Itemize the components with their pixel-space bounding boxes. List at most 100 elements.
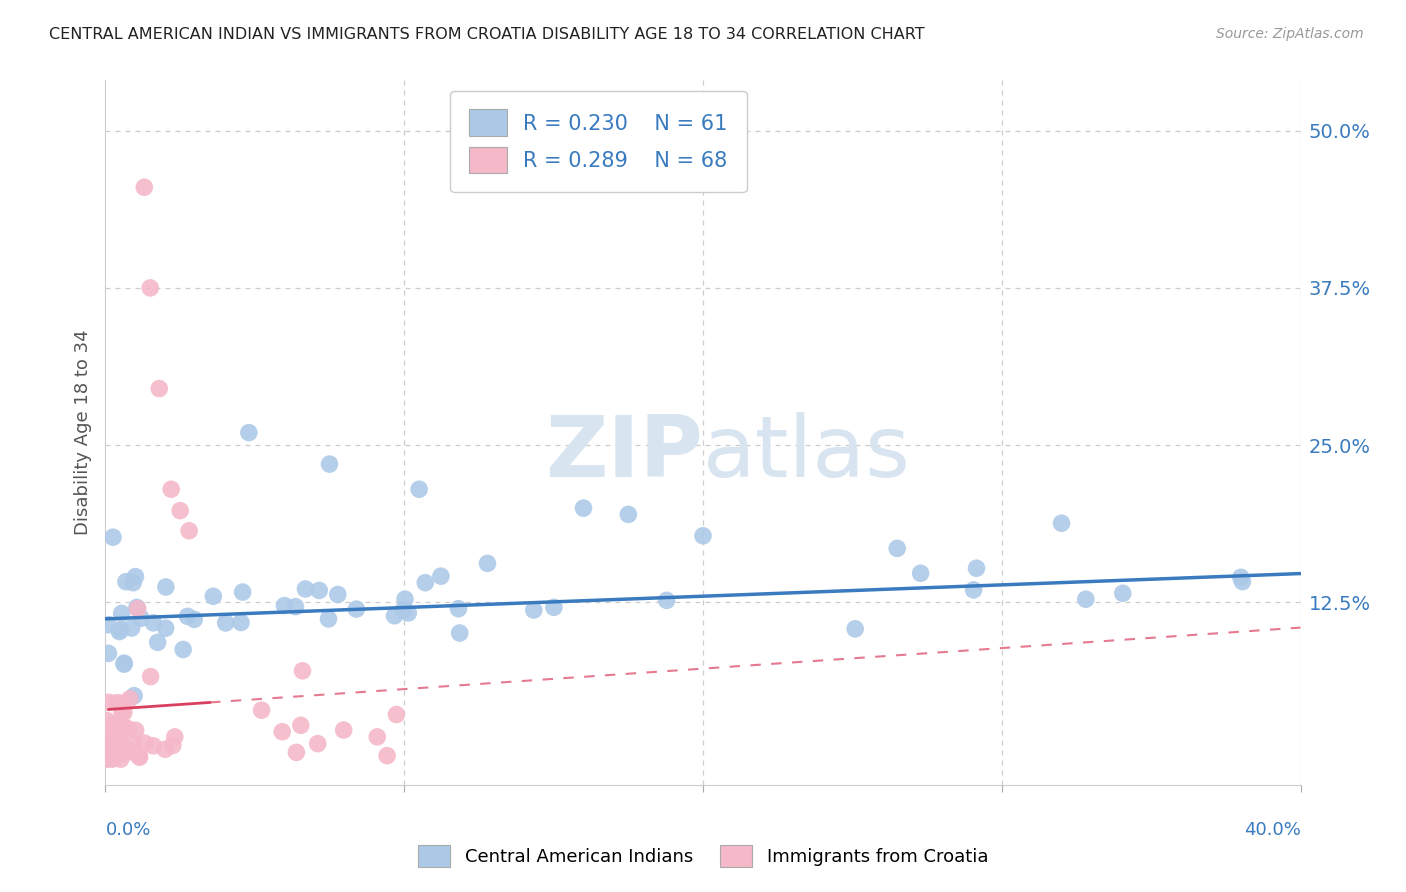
Point: [139, 670, 162, 684]
Point: [125, 723, 148, 738]
Point: [105, 733, 128, 747]
Point: [385, 707, 408, 722]
Point: [103, 717, 125, 731]
Text: CENTRAL AMERICAN INDIAN VS IMMIGRANTS FROM CROATIA DISABILITY AGE 18 TO 34 CORRE: CENTRAL AMERICAN INDIAN VS IMMIGRANTS FR…: [49, 27, 925, 42]
Point: [163, 730, 186, 744]
Point: [396, 606, 419, 620]
Point: [229, 615, 252, 630]
Point: [98, 740, 121, 755]
Point: [97, 747, 120, 762]
Point: [118, 744, 141, 758]
Point: [101, 750, 124, 764]
Point: [96, 714, 118, 728]
Point: [97, 747, 120, 761]
Point: [692, 529, 714, 543]
Point: [124, 569, 146, 583]
Point: [96, 740, 118, 755]
Point: [110, 752, 132, 766]
Point: [232, 585, 254, 599]
Point: [96, 740, 118, 755]
Text: 0.0%: 0.0%: [105, 821, 150, 838]
Point: [97, 746, 120, 760]
Point: [430, 569, 453, 583]
Point: [318, 457, 340, 471]
Point: [100, 739, 122, 754]
Point: [273, 599, 295, 613]
Text: Source: ZipAtlas.com: Source: ZipAtlas.com: [1216, 27, 1364, 41]
Point: [121, 745, 143, 759]
Point: [153, 742, 176, 756]
Point: [318, 612, 340, 626]
Point: [107, 747, 129, 762]
Point: [966, 561, 988, 575]
Point: [285, 745, 308, 759]
Point: [142, 615, 165, 630]
Text: atlas: atlas: [703, 412, 911, 495]
Point: [111, 705, 134, 719]
Point: [128, 750, 150, 764]
Point: [101, 743, 124, 757]
Point: [155, 621, 177, 635]
Point: [127, 601, 149, 615]
Point: [214, 615, 236, 630]
Point: [294, 582, 316, 596]
Point: [176, 609, 198, 624]
Point: [118, 691, 141, 706]
Point: [97, 646, 120, 660]
Point: [105, 727, 128, 741]
Point: [108, 624, 131, 639]
Point: [96, 747, 118, 762]
Point: [103, 749, 125, 764]
Point: [408, 482, 430, 496]
Point: [1232, 574, 1254, 589]
Point: [105, 696, 128, 710]
Point: [100, 726, 122, 740]
Point: [290, 718, 312, 732]
Point: [617, 508, 640, 522]
Point: [375, 748, 398, 763]
Point: [118, 722, 141, 736]
Point: [121, 621, 143, 635]
Point: [307, 737, 329, 751]
Point: [910, 566, 932, 581]
Point: [96, 731, 118, 746]
Point: [155, 580, 177, 594]
Point: [394, 592, 416, 607]
Point: [1074, 592, 1097, 607]
Point: [105, 747, 128, 761]
Point: [122, 737, 145, 751]
Point: [122, 689, 145, 703]
Point: [101, 530, 124, 544]
Point: [103, 739, 125, 754]
Point: [962, 582, 984, 597]
Text: 40.0%: 40.0%: [1244, 821, 1301, 838]
Point: [128, 748, 150, 763]
Point: [112, 656, 135, 670]
Point: [112, 706, 135, 720]
Point: [202, 589, 225, 603]
Point: [1229, 570, 1253, 584]
Point: [172, 642, 194, 657]
Point: [146, 635, 169, 649]
Point: [134, 180, 156, 194]
Point: [543, 600, 565, 615]
Point: [183, 612, 205, 626]
Point: [96, 751, 118, 765]
Point: [125, 600, 148, 615]
Point: [134, 736, 156, 750]
Legend: Central American Indians, Immigrants from Croatia: Central American Indians, Immigrants fro…: [411, 838, 995, 874]
Point: [384, 608, 406, 623]
Point: [112, 745, 135, 759]
Point: [392, 603, 415, 617]
Point: [447, 601, 470, 615]
Point: [111, 607, 134, 621]
Point: [122, 575, 145, 590]
Point: [844, 622, 866, 636]
Y-axis label: Disability Age 18 to 34: Disability Age 18 to 34: [73, 330, 91, 535]
Point: [886, 541, 908, 556]
Point: [1050, 516, 1073, 531]
Point: [97, 617, 120, 632]
Point: [111, 696, 134, 710]
Point: [271, 724, 294, 739]
Text: ZIP: ZIP: [546, 412, 703, 495]
